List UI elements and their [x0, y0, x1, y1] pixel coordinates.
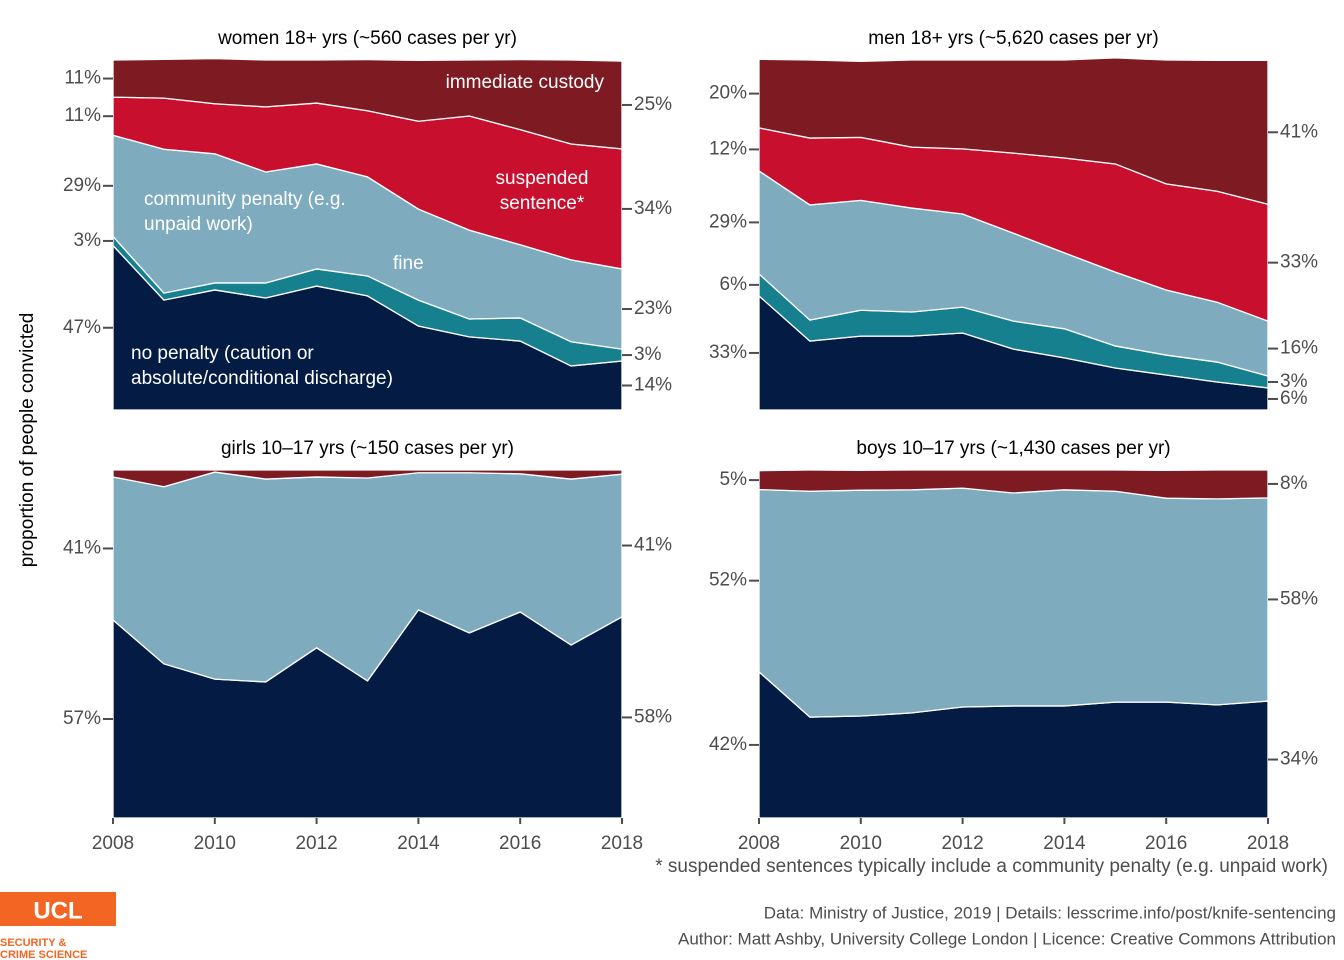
x-tick-label: 2010	[194, 833, 236, 854]
annotation: suspended sentence*	[495, 168, 589, 214]
value-label: 14%	[634, 375, 672, 396]
value-label: 34%	[1280, 749, 1318, 770]
value-label: 25%	[634, 94, 672, 115]
value-label: 42%	[709, 734, 747, 755]
value-label: 41%	[634, 535, 672, 556]
panel-title: men 18+ yrs (~5,620 cases per yr)	[868, 28, 1158, 49]
x-tick-label: 2012	[941, 833, 983, 854]
source: Data: Ministry of Justice, 2019 | Detail…	[764, 903, 1336, 922]
area	[758, 57, 1269, 206]
panel: boys 10–17 yrs (~1,430 cases per yr) 42% 3…	[709, 438, 1318, 854]
value-label: 12%	[709, 138, 747, 159]
x-tick-label: 2016	[499, 833, 541, 854]
logo-line: SECURITY &	[0, 937, 66, 949]
value-label: 33%	[1280, 252, 1318, 273]
value-label: 57%	[63, 708, 101, 729]
value-label: 11%	[64, 68, 101, 89]
value-label: 16%	[1280, 338, 1318, 359]
x-tick-label: 2014	[1043, 833, 1086, 854]
area	[112, 57, 623, 150]
author: Author: Matt Ashby, University College L…	[678, 929, 1336, 948]
value-label: 29%	[709, 211, 747, 232]
value-label: 6%	[1280, 388, 1308, 409]
value-label: 47%	[63, 317, 101, 338]
x-tick-label: 2018	[601, 833, 643, 854]
panel: women 18+ yrs (~560 cases per yr) 47% 14% 3…	[63, 28, 672, 411]
x-tick-label: 2008	[92, 833, 134, 854]
panel-title: boys 10–17 yrs (~1,430 cases per yr)	[856, 438, 1170, 459]
x-tick-label: 2018	[1247, 833, 1289, 854]
panel-title: women 18+ yrs (~560 cases per yr)	[217, 28, 517, 49]
value-label: 5%	[720, 469, 748, 490]
area	[112, 469, 623, 488]
x-tick-label: 2016	[1145, 833, 1187, 854]
logo-box	[0, 892, 116, 926]
value-label: 58%	[634, 706, 672, 727]
panel-title: girls 10–17 yrs (~150 cases per yr)	[221, 438, 514, 459]
annotation: fine	[393, 253, 424, 274]
footnote: * suspended sentences typically include …	[655, 856, 1328, 877]
value-label: 3%	[634, 344, 662, 365]
area	[758, 487, 1269, 718]
value-label: 11%	[64, 105, 101, 126]
value-label: 52%	[709, 570, 747, 591]
value-label: 20%	[709, 83, 747, 104]
panel: girls 10–17 yrs (~150 cases per yr) 57% 58…	[63, 438, 672, 854]
logo-name: UCL	[33, 897, 82, 924]
value-label: 3%	[74, 230, 102, 251]
value-label: 41%	[63, 537, 101, 558]
value-label: 33%	[709, 342, 747, 363]
logo-line: CRIME SCIENCE	[0, 949, 87, 960]
annotation: no penalty (caution or absolute/conditio…	[131, 343, 393, 389]
value-label: 8%	[1280, 473, 1308, 494]
value-label: 29%	[63, 175, 101, 196]
x-tick-label: 2012	[295, 833, 337, 854]
value-label: 58%	[1280, 588, 1318, 609]
x-tick-label: 2008	[738, 833, 780, 854]
value-label: 3%	[1280, 371, 1308, 392]
value-label: 41%	[1280, 121, 1318, 142]
x-tick-label: 2014	[397, 833, 440, 854]
value-label: 6%	[720, 274, 748, 295]
area	[758, 469, 1269, 500]
x-tick-label: 2010	[840, 833, 882, 854]
y-axis-label: proportion of people convicted	[17, 313, 38, 568]
value-label: 23%	[634, 298, 672, 319]
value-label: 34%	[634, 198, 672, 219]
panel: men 18+ yrs (~5,620 cases per yr) 33% 6% 6%…	[709, 28, 1318, 411]
annotation: immediate custody	[445, 72, 604, 93]
annotation: community penalty (e.g. unpaid work)	[144, 189, 346, 235]
